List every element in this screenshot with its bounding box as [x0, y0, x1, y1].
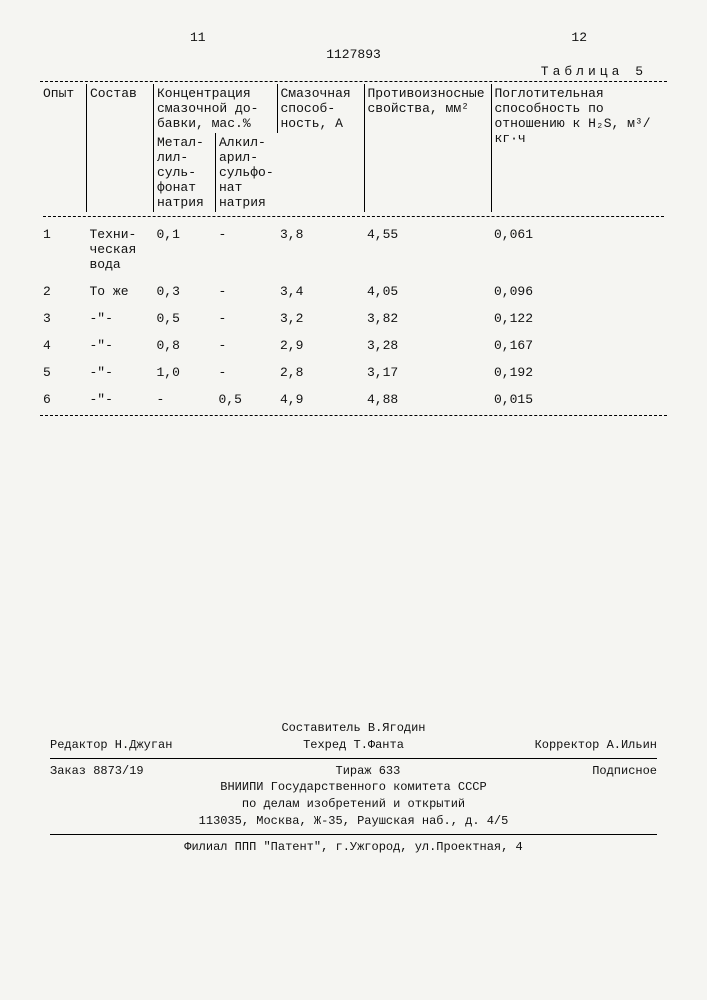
page-right: 12: [571, 30, 587, 45]
cell: 0,167: [491, 332, 667, 359]
subscription: Подписное: [592, 763, 657, 780]
cell: 0,8: [154, 332, 216, 359]
cell: То же: [87, 278, 154, 305]
cell: 6: [40, 386, 87, 413]
editor: Редактор Н.Джуган: [50, 737, 172, 754]
col-absorption: Поглотительная способность по отношению …: [491, 84, 667, 212]
table-row: 5 -"- 1,0 - 2,8 3,17 0,192: [40, 359, 667, 386]
table-row: 2 То же 0,3 - 3,4 4,05 0,096: [40, 278, 667, 305]
cell: 1: [40, 221, 87, 278]
cell: 4,55: [364, 221, 491, 278]
subcol-metallyl: Метал­лил­суль­фонат нат­рия: [154, 133, 216, 212]
cell: -: [154, 386, 216, 413]
rule-line: [50, 758, 657, 759]
cell: -"-: [87, 332, 154, 359]
address-1: 113035, Москва, Ж-35, Раушская наб., д. …: [50, 813, 657, 830]
order-row: Заказ 8873/19 Тираж 633 Подписное: [50, 763, 657, 780]
cell: -: [216, 305, 278, 332]
table-row: 3 -"- 0,5 - 3,2 3,82 0,122: [40, 305, 667, 332]
cell: 5: [40, 359, 87, 386]
credits-row: Редактор Н.Джуган Техред Т.Фанта Коррект…: [50, 737, 657, 754]
cell: -: [216, 278, 278, 305]
col-concentration: Концентрация смазочной до­бавки, мас.%: [154, 84, 278, 133]
cell: 3,17: [364, 359, 491, 386]
organization-1: ВНИИПИ Государственного комитета СССР: [50, 779, 657, 796]
table-row: 1 Техни­ческая вода 0,1 - 3,8 4,55 0,061: [40, 221, 667, 278]
table-row: 6 -"- - 0,5 4,9 4,88 0,015: [40, 386, 667, 413]
cell: 0,015: [491, 386, 667, 413]
cell: Техни­ческая вода: [87, 221, 154, 278]
cell: 0,5: [216, 386, 278, 413]
composer: Составитель В.Ягодин: [50, 720, 657, 737]
cell: -: [216, 221, 278, 278]
cell: 3: [40, 305, 87, 332]
cell: 3,28: [364, 332, 491, 359]
rule-line: [40, 81, 667, 82]
col-lubricity: Смазочная способ­ность, А: [277, 84, 364, 212]
cell: 0,1: [154, 221, 216, 278]
document-number: 1127893: [40, 47, 667, 62]
cell: 2,9: [277, 332, 364, 359]
cell: 3,8: [277, 221, 364, 278]
cell: 4: [40, 332, 87, 359]
table-label: Таблица 5: [40, 64, 667, 79]
cell: 3,82: [364, 305, 491, 332]
cell: 0,061: [491, 221, 667, 278]
col-experiment: Опыт: [40, 84, 87, 212]
cell: 0,3: [154, 278, 216, 305]
cell: 1,0: [154, 359, 216, 386]
cell: -: [216, 359, 278, 386]
table-header-row: Опыт Состав Концентрация смазочной до­ба…: [40, 84, 667, 133]
branch-address: Филиал ППП "Патент", г.Ужгород, ул.Проек…: [50, 839, 657, 856]
subcol-alkylaryl: Алкил­арил­сульфо­нат натрия: [216, 133, 278, 212]
rule-line: [50, 834, 657, 835]
cell: 0,192: [491, 359, 667, 386]
cell: -"-: [87, 305, 154, 332]
cell: 4,9: [277, 386, 364, 413]
tech-editor: Техред Т.Фанта: [303, 737, 404, 754]
cell: 0,5: [154, 305, 216, 332]
cell: 3,2: [277, 305, 364, 332]
col-composition: Состав: [87, 84, 154, 212]
imprint-footer: Составитель В.Ягодин Редактор Н.Джуган Т…: [50, 720, 657, 856]
cell: 4,05: [364, 278, 491, 305]
col-antiwear: Противоизносные свойства, мм²: [364, 84, 491, 212]
page-numbers: 11 12: [40, 30, 667, 45]
cell: 4,88: [364, 386, 491, 413]
cell: -"-: [87, 359, 154, 386]
order-number: Заказ 8873/19: [50, 763, 144, 780]
rule-line: [43, 216, 664, 217]
data-table: Опыт Состав Концентрация смазочной до­ба…: [40, 84, 667, 413]
cell: 2,8: [277, 359, 364, 386]
cell: 0,122: [491, 305, 667, 332]
table-row: 4 -"- 0,8 - 2,9 3,28 0,167: [40, 332, 667, 359]
print-run: Тираж 633: [336, 763, 401, 780]
cell: 2: [40, 278, 87, 305]
organization-2: по делам изобретений и открытий: [50, 796, 657, 813]
cell: 0,096: [491, 278, 667, 305]
cell: 3,4: [277, 278, 364, 305]
page-left: 11: [190, 30, 206, 45]
rule-line: [40, 415, 667, 416]
cell: -"-: [87, 386, 154, 413]
cell: -: [216, 332, 278, 359]
corrector: Корректор А.Ильин: [535, 737, 657, 754]
